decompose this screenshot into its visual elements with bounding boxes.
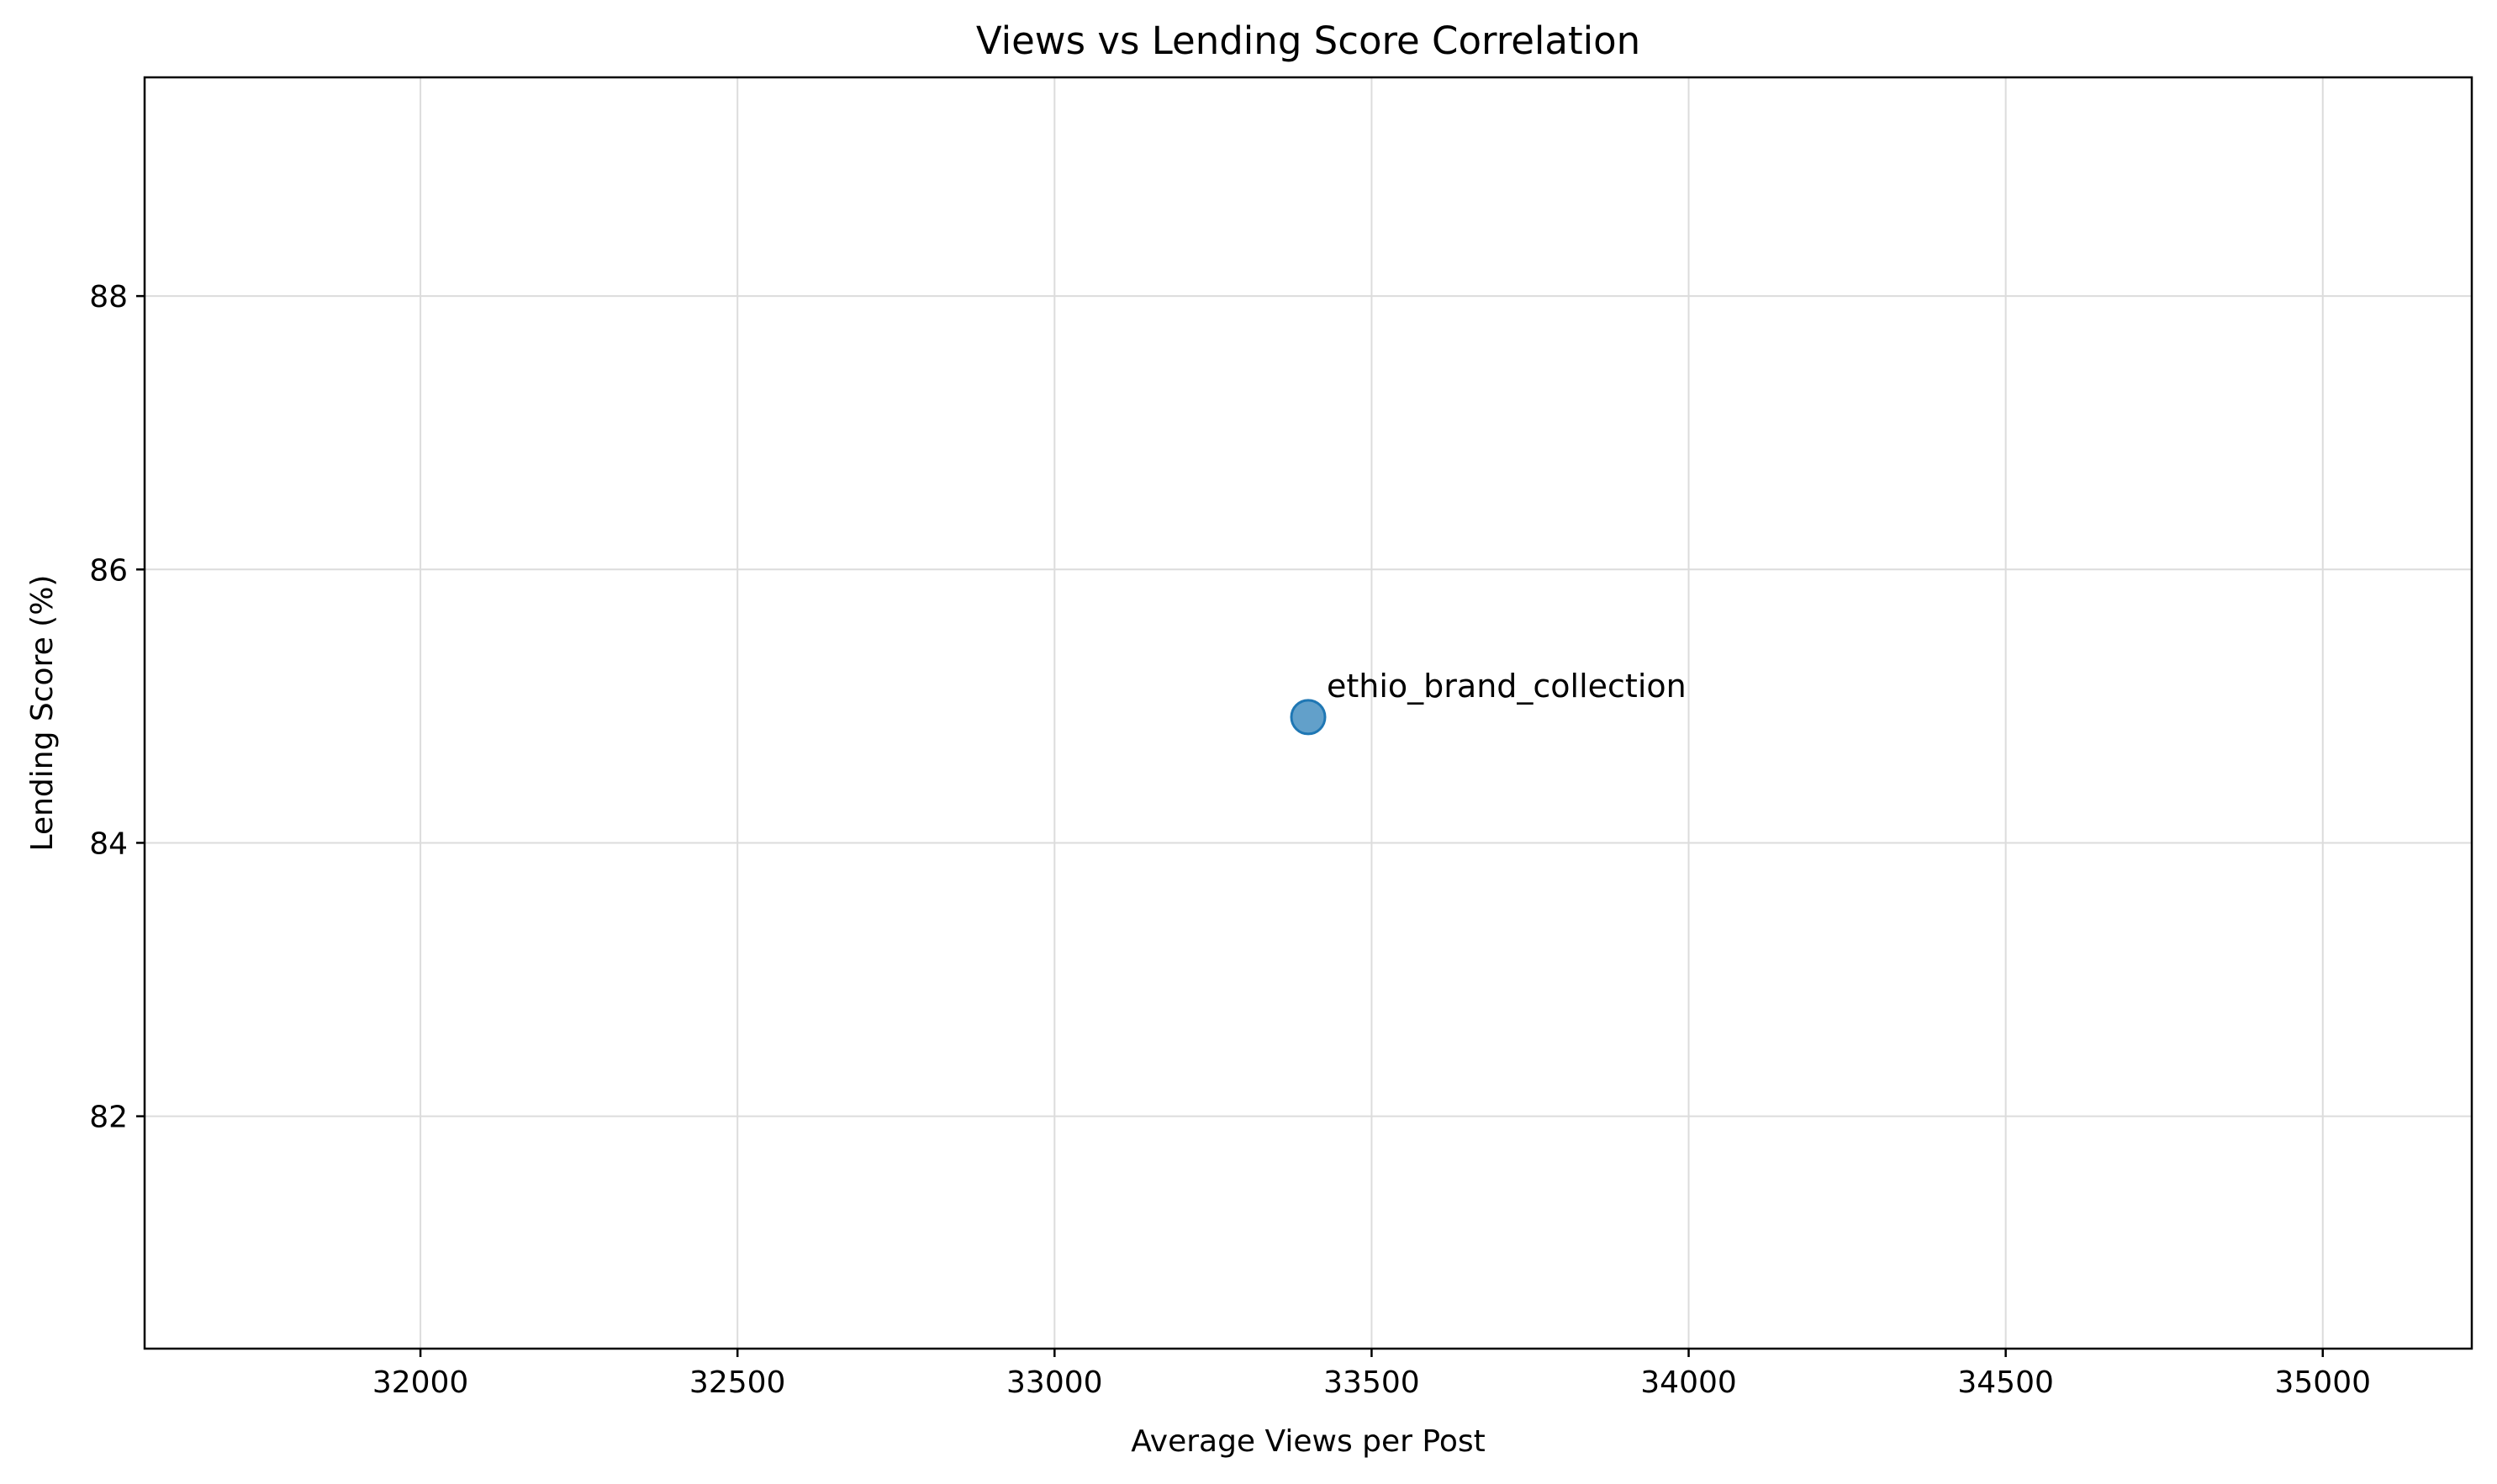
y-tick-label: 86: [89, 553, 128, 588]
x-tick-label: 34500: [1957, 1365, 2054, 1400]
chart-title: Views vs Lending Score Correlation: [976, 18, 1640, 63]
x-tick-label: 35000: [2274, 1365, 2371, 1400]
axis-ticks: 32000 32500 33000 33500 34000 34500 35000 82 84 8…: [89, 280, 2371, 1400]
x-tick-label: 34000: [1640, 1365, 1737, 1400]
x-axis-title: Average Views per Post: [1131, 1424, 1485, 1459]
y-tick-label: 82: [89, 1101, 128, 1135]
plot-area-frame: [143, 76, 2473, 1350]
x-tick-label: 33000: [1006, 1365, 1103, 1400]
y-tick-label: 88: [89, 280, 128, 314]
y-tick-label: 84: [89, 826, 128, 861]
x-tick-label: 33500: [1323, 1365, 1420, 1400]
grid-lines: [145, 77, 2472, 1349]
y-axis-title: Lending Score (%): [25, 575, 60, 852]
x-tick-label: 32500: [689, 1365, 786, 1400]
data-points: ethio_brand_collection: [1290, 668, 1687, 736]
x-tick-label: 32000: [372, 1365, 469, 1400]
data-point-label: ethio_brand_collection: [1327, 668, 1687, 705]
data-point: [1290, 699, 1327, 736]
